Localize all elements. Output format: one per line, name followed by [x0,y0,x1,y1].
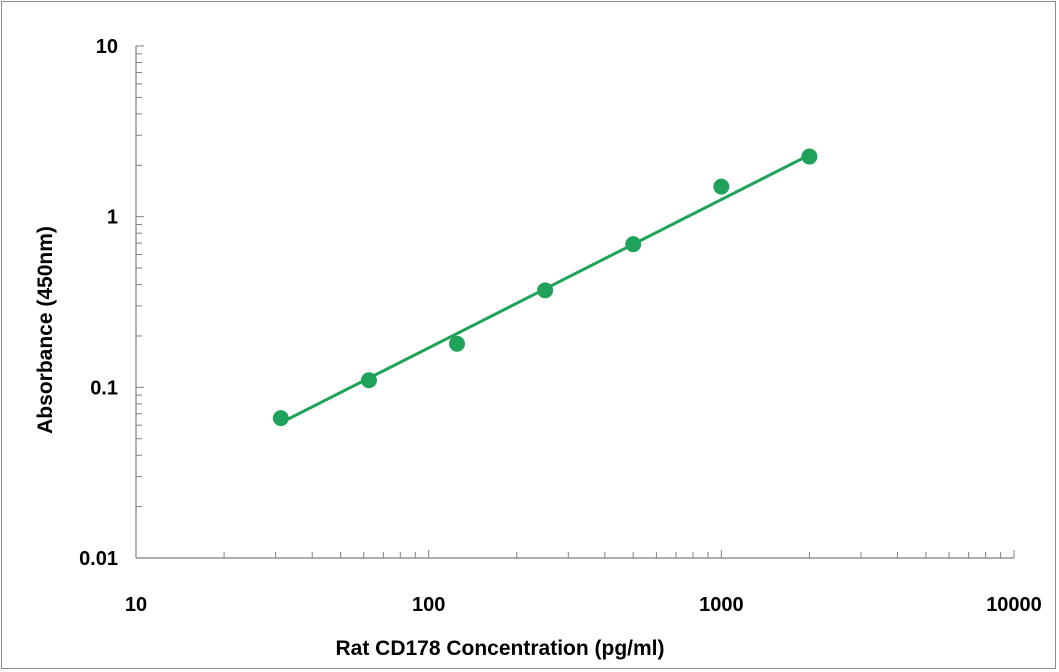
x-tick-label: 100 [412,594,445,616]
plot-area [272,148,818,427]
y-tick-label: 0.01 [79,548,118,570]
x-tick-label: 10 [125,594,147,616]
x-axis-title: Rat CD178 Concentration (pg/ml) [335,637,664,660]
data-point [537,282,554,299]
y-axis-title: Absorbance (450nm) [34,226,57,434]
y-tick-label: 0.1 [90,377,118,399]
x-tick-label: 1000 [699,594,744,616]
y-tick-label: 10 [96,36,118,58]
data-point [801,148,818,165]
data-point [713,178,730,195]
y-tick-label: 1 [107,207,118,229]
tick-labels: 10 100 1000 10000 0.01 0.1 1 10 [79,36,1042,616]
data-point [360,372,377,389]
data-point [272,410,289,427]
x-tick-label: 10000 [986,594,1042,616]
data-point [625,236,642,253]
axes [135,45,1015,559]
data-point [449,335,466,352]
